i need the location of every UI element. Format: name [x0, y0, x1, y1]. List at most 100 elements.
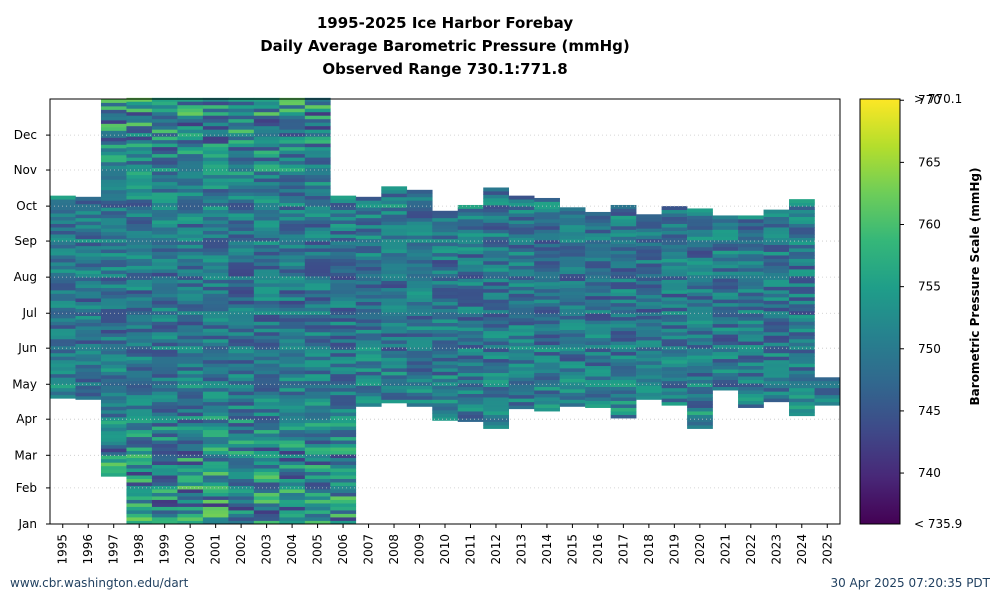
heatmap-cell: [636, 315, 662, 320]
heatmap-cell: [508, 237, 535, 242]
heatmap-cell: [202, 262, 229, 266]
heatmap-cell: [483, 232, 510, 237]
heatmap-cell: [483, 285, 510, 290]
heatmap-cell: [585, 239, 611, 244]
heatmap-cell: [202, 401, 229, 406]
heatmap-cell: [738, 330, 764, 335]
heatmap-cell: [738, 299, 764, 304]
heatmap-cell: [100, 175, 127, 180]
heatmap-cell: [151, 265, 178, 270]
heatmap-cell: [228, 129, 255, 134]
heatmap-cell: [202, 125, 229, 130]
heatmap-cell: [279, 405, 306, 410]
heatmap-cell: [228, 97, 255, 102]
heatmap-cell: [100, 263, 127, 268]
heatmap-cell: [483, 299, 510, 304]
heatmap-cell: [100, 291, 127, 296]
heatmap-cell: [636, 350, 662, 355]
heatmap-cell: [304, 118, 331, 123]
heatmap-cell: [483, 278, 510, 283]
heatmap-cell: [381, 200, 408, 205]
heatmap-cell: [559, 395, 586, 400]
heatmap-cell: [585, 316, 611, 321]
heatmap-cell: [253, 178, 280, 183]
heatmap-cell: [202, 387, 229, 392]
heatmap-cell: [177, 391, 204, 396]
heatmap-cell: [406, 319, 433, 323]
heatmap-cell: [789, 209, 815, 214]
heatmap-cell: [279, 310, 306, 315]
heatmap-cell: [75, 259, 102, 264]
heatmap-cell: [202, 234, 229, 238]
heatmap-cell: [177, 356, 204, 361]
heatmap-cell: [610, 278, 637, 283]
heatmap-cell: [75, 347, 102, 351]
heatmap-cell: [636, 270, 662, 275]
heatmap-cell: [355, 350, 382, 355]
heatmap-cell: [687, 292, 713, 297]
heatmap-cell: [814, 380, 841, 385]
heatmap-cell: [559, 347, 586, 351]
heatmap-cell: [202, 206, 229, 211]
heatmap-cell: [279, 370, 306, 375]
heatmap-cell: [738, 390, 764, 394]
heatmap-cell: [100, 305, 127, 309]
heatmap-cell: [483, 386, 510, 391]
heatmap-cell: [151, 101, 178, 106]
heatmap-cell: [177, 174, 204, 179]
credit-link[interactable]: www.cbr.washington.edu/dart: [10, 576, 189, 590]
heatmap-cell: [253, 101, 280, 106]
heatmap-cell: [304, 471, 331, 476]
heatmap-cell: [330, 255, 357, 259]
heatmap-cell: [661, 317, 688, 322]
heatmap-cell: [279, 478, 306, 483]
heatmap-cell: [432, 374, 459, 379]
heatmap-cell: [330, 450, 357, 455]
heatmap-cell: [381, 308, 408, 313]
heatmap-cell: [202, 492, 229, 497]
heatmap-cell: [483, 351, 510, 356]
heatmap-cell: [279, 412, 306, 417]
heatmap-cell: [406, 340, 433, 344]
heatmap-cell: [712, 218, 739, 223]
heatmap-cell: [508, 213, 535, 217]
heatmap-cell: [304, 499, 331, 504]
heatmap-cell: [687, 267, 713, 272]
heatmap-cell: [151, 230, 178, 235]
heatmap-cell: [355, 221, 382, 226]
heatmap-cell: [202, 335, 229, 340]
heatmap-cell: [177, 181, 204, 186]
heatmap-cell: [330, 380, 357, 385]
heatmap-cell: [610, 232, 637, 237]
heatmap-cell: [75, 235, 102, 240]
heatmap-cell: [75, 315, 102, 320]
heatmap-cell: [75, 277, 102, 282]
heatmap-cell: [534, 400, 560, 405]
heatmap-cell: [202, 199, 229, 204]
heatmap-cell: [330, 387, 357, 392]
heatmap-cell: [126, 349, 153, 354]
heatmap-cell: [559, 263, 586, 268]
heatmap-cell: [763, 356, 790, 361]
heatmap-cell: [789, 244, 815, 249]
heatmap-cell: [636, 357, 662, 362]
heatmap-cell: [304, 310, 331, 315]
heatmap-cell: [100, 472, 127, 477]
heatmap-cell: [75, 388, 102, 393]
heatmap-cell: [381, 214, 408, 219]
heatmap-cell: [279, 289, 306, 294]
heatmap-cell: [661, 248, 688, 252]
x-tick-label: 2002: [234, 534, 248, 565]
heatmap-cell: [304, 391, 331, 396]
heatmap-cell: [559, 249, 586, 254]
heatmap-cell: [177, 349, 204, 354]
heatmap-cell: [228, 317, 255, 322]
heatmap-cell: [406, 378, 433, 383]
heatmap-cell: [738, 218, 764, 223]
heatmap-cell: [151, 391, 178, 396]
x-tick-label: 2022: [744, 534, 758, 565]
heatmap-cell: [661, 370, 688, 375]
heatmap-cell: [75, 252, 102, 257]
heatmap-cell: [304, 345, 331, 350]
heatmap-cell: [304, 174, 331, 179]
